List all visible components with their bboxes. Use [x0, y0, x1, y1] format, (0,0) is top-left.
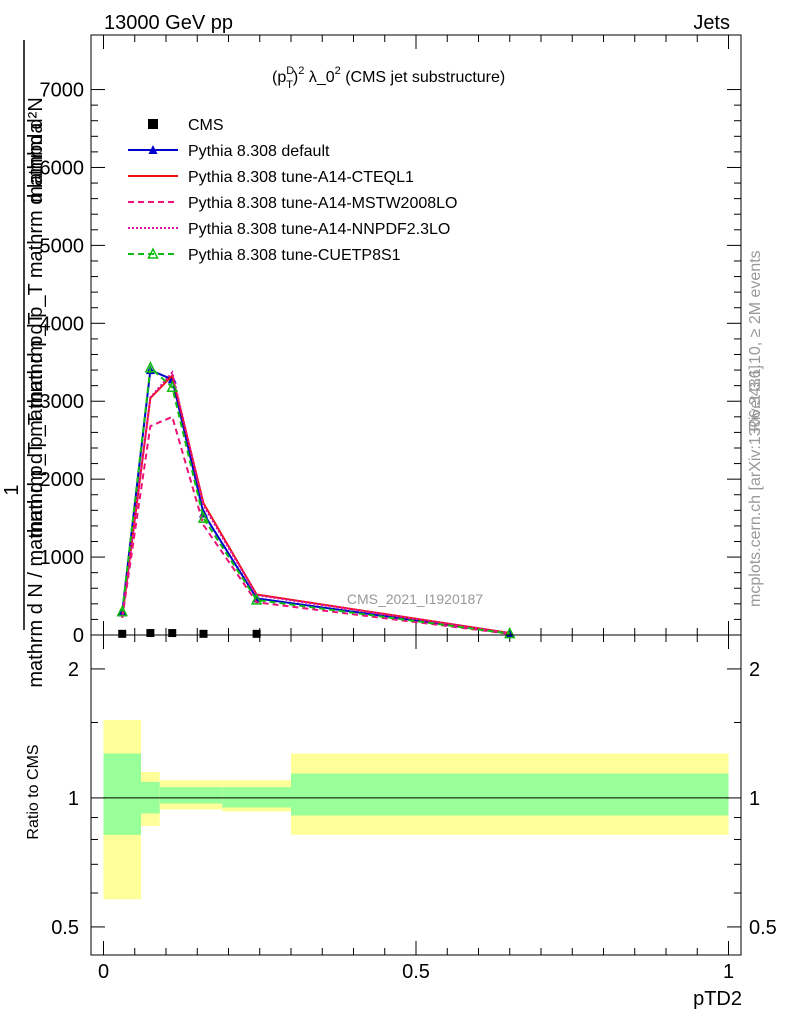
x-tick-label: 0 — [98, 961, 109, 983]
analysis-watermark: CMS_2021_I1920187 — [347, 591, 483, 607]
legend-label-3: Pythia 8.308 tune-A14-MSTW2008LO — [188, 195, 457, 212]
x-tick-label: 0.5 — [402, 961, 430, 983]
title-sub-t: T — [286, 79, 293, 91]
series-marker-5 — [197, 511, 210, 523]
main-plot-area: 0 1000 2000 3000 4000 5000 6000 7000 — [40, 34, 742, 955]
y-tick-label: 4000 — [40, 313, 85, 335]
legend: CMS Pythia 8.308 default Pythia 8.308 tune… — [128, 117, 457, 264]
cms-data-point — [118, 629, 127, 638]
x-tick-label: 1 — [723, 961, 734, 983]
series-line-4 — [121, 370, 510, 635]
cms-data-point — [168, 629, 177, 638]
x-axis-label: pTD2 — [693, 988, 742, 1010]
ratio-plot-area: 0 0.5 1 0.5 0.5 1 1 2 2 — [51, 634, 777, 983]
header-left: 13000 GeV pp — [104, 12, 233, 34]
y-label-numerator: 1 — [1, 484, 23, 495]
ratio-y-tick-label: 2 — [68, 659, 79, 681]
title-sup-2: 2 — [298, 65, 304, 77]
ratio-y-tick-label: 1 — [68, 788, 79, 810]
rivet-label: Rivet 3.1.10, ≥ 2M events — [747, 250, 764, 431]
legend-label-5: Pythia 8.308 tune-CUETP8S1 — [188, 247, 401, 264]
cms-data-point — [199, 629, 208, 638]
ratio-band-inner-0 — [103, 753, 141, 835]
cms-data-point — [146, 629, 155, 638]
series-line-5 — [121, 365, 510, 635]
y-tick-label: 5000 — [40, 235, 85, 257]
title-rest: λ_0 — [304, 69, 334, 86]
y-tick-label: 3000 — [40, 391, 85, 413]
cms-data-point — [252, 629, 261, 638]
title-tail: (CMS jet substructure) — [341, 69, 505, 86]
ratio-y-tick-label-right: 1 — [749, 788, 760, 810]
y-tick-label: 1000 — [40, 547, 85, 569]
ratio-band-inner-2 — [159, 787, 223, 804]
title-close: ) — [293, 69, 298, 86]
legend-label-2: Pythia 8.308 tune-A14-CTEQL1 — [188, 169, 414, 186]
ratio-y-tick-label: 0.5 — [51, 917, 79, 939]
y-label-lower: mathrm d N / mathrm d p_T mathrm d p_T — [25, 312, 47, 687]
y-label-upper2: mathrm d p_T mathrm d p_T mathrm d lambd… — [25, 122, 47, 538]
y-label-upper: mathrm d²N — [25, 97, 47, 203]
chart-title: (pD T)2 λ_02 (CMS jet substructure) — [272, 65, 505, 91]
title-rest-sup: 2 — [335, 65, 341, 77]
series-marker-5 — [250, 593, 263, 605]
title-open: (p — [272, 69, 286, 86]
y-tick-label: 0 — [73, 625, 84, 647]
legend-label-0: CMS — [188, 117, 224, 134]
legend-marker-cms — [148, 119, 158, 129]
series-marker-5 — [116, 604, 128, 617]
ratio-y-tick-label-right: 2 — [749, 659, 760, 681]
legend-marker-5 — [147, 247, 159, 259]
ratio-frame — [90, 634, 742, 956]
series-marker-5 — [504, 626, 516, 639]
ratio-y-label: Ratio to CMS — [25, 744, 42, 839]
y-tick-label: 7000 — [40, 80, 85, 102]
svg-text:(pDT)2 λ_02 (CMS jet substruct: (pD T)2 λ_02 (CMS jet substructure) — [272, 65, 505, 91]
series-line-3 — [121, 415, 510, 635]
series-marker-5 — [166, 380, 178, 392]
series-marker-5 — [144, 361, 157, 373]
ratio-band-inner-4 — [291, 773, 729, 816]
legend-label-1: Pythia 8.308 default — [188, 143, 330, 160]
ratio-band-inner-3 — [222, 787, 291, 808]
y-tick-label: 2000 — [40, 469, 85, 491]
legend-label-4: Pythia 8.308 tune-A14-NNPDF2.3LO — [188, 221, 450, 238]
header-right: Jets — [693, 12, 730, 34]
title-sup-d: D — [286, 65, 294, 77]
y-tick-label: 6000 — [40, 157, 85, 179]
mcplots-label: mcplots.cern.ch [arXiv:1306.3436] — [747, 365, 764, 607]
legend-marker-1 — [148, 145, 158, 154]
y-axis-label: mathrm d²N mathrm d N / mathrm d p_T mat… — [1, 40, 47, 688]
ratio-y-tick-label-right: 0.5 — [749, 917, 777, 939]
